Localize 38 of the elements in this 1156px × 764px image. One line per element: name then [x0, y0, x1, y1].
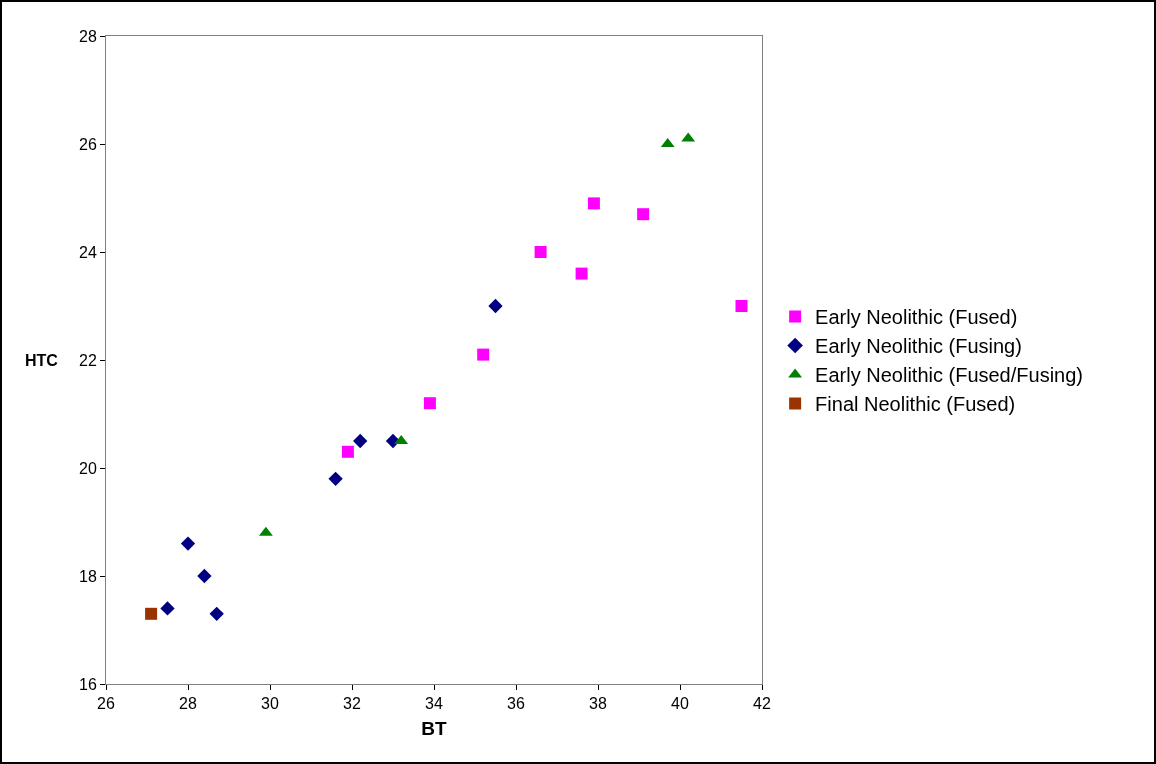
point	[328, 471, 343, 486]
point	[477, 348, 490, 361]
point	[575, 267, 588, 280]
x-tick-label: 30	[261, 695, 279, 713]
point	[341, 445, 354, 458]
y-tick-label: 28	[79, 27, 97, 45]
point	[423, 397, 436, 410]
point	[735, 300, 748, 312]
x-tick-label: 36	[507, 695, 525, 713]
x-tick-label: 38	[589, 695, 607, 713]
x-tick-label: 32	[343, 695, 361, 713]
point	[637, 208, 650, 221]
legend-label: Early Neolithic (Fused)	[815, 306, 1018, 329]
y-axis-title: HTC	[25, 352, 59, 369]
point	[160, 601, 175, 616]
point	[587, 197, 600, 210]
x-tick-label: 28	[179, 695, 197, 713]
y-tick-label: 26	[79, 135, 97, 153]
point	[197, 568, 212, 584]
y-tick-label: 16	[79, 675, 97, 693]
x-tick-label: 26	[97, 695, 115, 713]
x-tick-label: 34	[425, 695, 443, 713]
y-tick-label: 22	[79, 351, 97, 369]
point	[180, 536, 196, 551]
legend-label: Early Neolithic (Fusing)	[815, 335, 1022, 358]
x-axis-title: BT	[421, 718, 448, 739]
point	[145, 607, 158, 620]
x-tick-label: 42	[753, 695, 771, 713]
point	[488, 298, 503, 314]
y-tick-label: 24	[79, 243, 97, 261]
x-tick-label: 40	[671, 695, 689, 713]
point	[534, 246, 547, 258]
point	[209, 606, 224, 621]
y-tick-label: 18	[79, 567, 97, 585]
y-tick-label: 20	[79, 459, 97, 477]
point	[353, 433, 368, 449]
legend-label: Final Neolithic (Fused)	[815, 393, 1016, 416]
legend-label: Early Neolithic (Fused/Fusing)	[815, 364, 1083, 387]
